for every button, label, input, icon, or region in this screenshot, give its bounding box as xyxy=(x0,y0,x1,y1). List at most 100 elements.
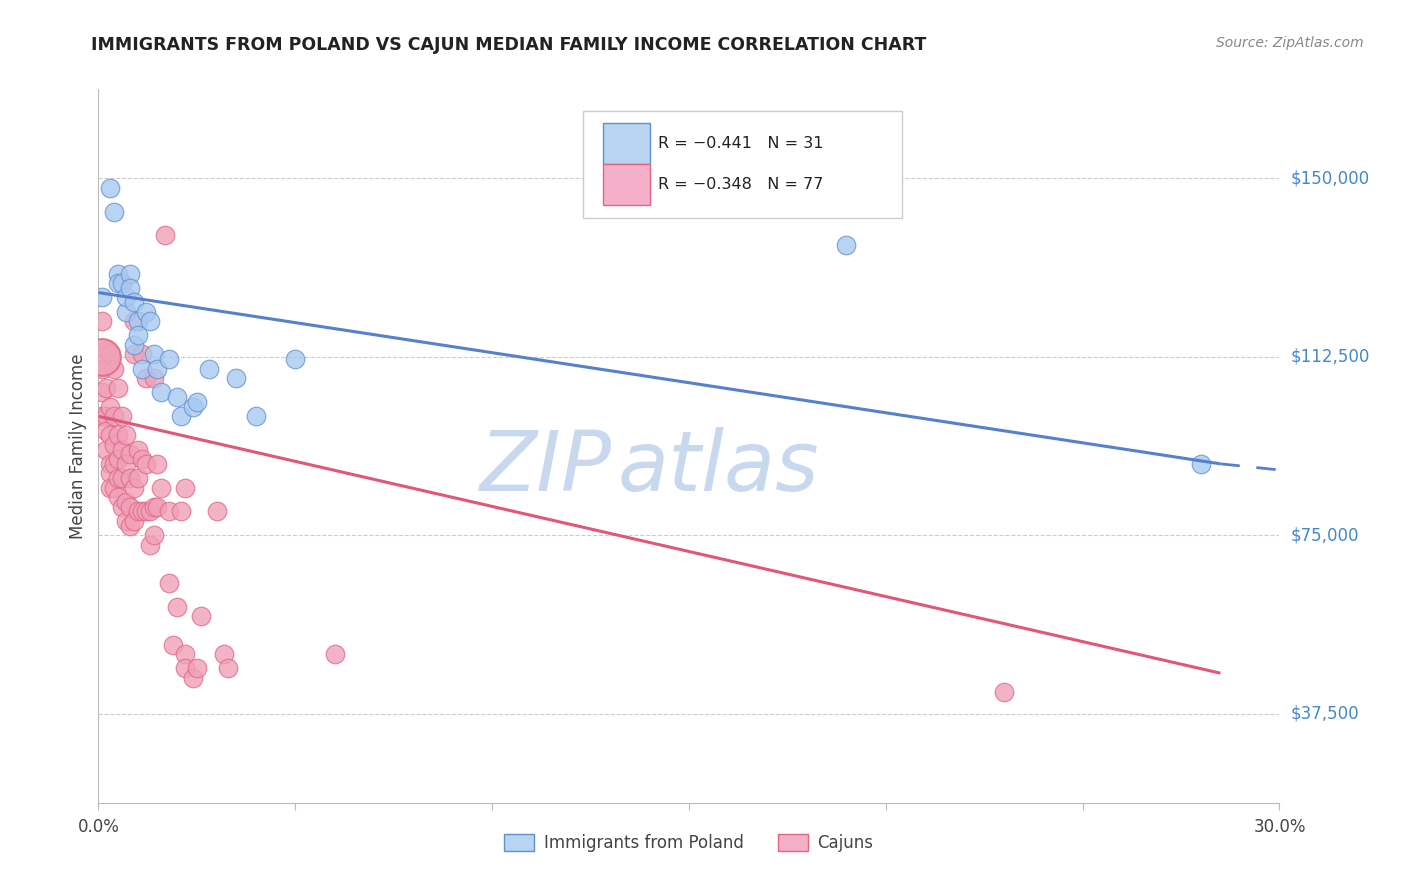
Point xyxy=(162,638,184,652)
Point xyxy=(122,295,145,310)
Point xyxy=(96,409,118,424)
Point xyxy=(127,504,149,518)
Point xyxy=(98,467,121,481)
Point xyxy=(118,471,141,485)
Point xyxy=(103,204,125,219)
Point xyxy=(115,428,138,442)
Point xyxy=(91,361,114,376)
Point xyxy=(107,452,129,467)
Point xyxy=(111,276,134,290)
Point xyxy=(107,471,129,485)
Point xyxy=(98,181,121,195)
Point xyxy=(103,409,125,424)
Point xyxy=(157,504,180,518)
FancyBboxPatch shape xyxy=(603,123,650,164)
Point xyxy=(98,428,121,442)
Point xyxy=(107,276,129,290)
Point xyxy=(118,281,141,295)
Point xyxy=(122,338,145,352)
Point xyxy=(166,390,188,404)
Point xyxy=(115,290,138,304)
Point xyxy=(127,442,149,457)
Point xyxy=(138,538,160,552)
Point xyxy=(115,514,138,528)
Point xyxy=(170,409,193,424)
Point xyxy=(96,381,118,395)
Point xyxy=(127,328,149,343)
Point xyxy=(91,409,114,424)
Text: $112,500: $112,500 xyxy=(1291,348,1369,366)
Point xyxy=(96,442,118,457)
Point xyxy=(166,599,188,614)
Point xyxy=(118,518,141,533)
Point xyxy=(91,385,114,400)
Point xyxy=(835,238,858,252)
Text: $75,000: $75,000 xyxy=(1291,526,1360,544)
Point xyxy=(174,661,197,675)
Point xyxy=(107,267,129,281)
Text: IMMIGRANTS FROM POLAND VS CAJUN MEDIAN FAMILY INCOME CORRELATION CHART: IMMIGRANTS FROM POLAND VS CAJUN MEDIAN F… xyxy=(91,36,927,54)
Point xyxy=(190,609,212,624)
Point xyxy=(138,314,160,328)
Point xyxy=(197,361,219,376)
Point xyxy=(186,395,208,409)
Text: atlas: atlas xyxy=(619,427,820,508)
Point xyxy=(122,347,145,361)
Point xyxy=(107,428,129,442)
Point xyxy=(214,647,236,661)
Point xyxy=(103,481,125,495)
FancyBboxPatch shape xyxy=(582,111,901,218)
Point xyxy=(225,371,247,385)
Point xyxy=(115,457,138,471)
Point xyxy=(284,352,307,367)
Point xyxy=(127,471,149,485)
Point xyxy=(98,481,121,495)
Point xyxy=(217,661,239,675)
Point xyxy=(150,385,173,400)
Point xyxy=(122,481,145,495)
Point xyxy=(91,350,114,364)
Point xyxy=(131,504,153,518)
Y-axis label: Median Family Income: Median Family Income xyxy=(69,353,87,539)
Point xyxy=(131,452,153,467)
Point xyxy=(107,381,129,395)
Point xyxy=(111,471,134,485)
Point xyxy=(157,575,180,590)
Point xyxy=(98,457,121,471)
Point xyxy=(146,361,169,376)
Point xyxy=(131,361,153,376)
Point xyxy=(323,647,346,661)
Point xyxy=(174,647,197,661)
Point xyxy=(118,267,141,281)
Point xyxy=(103,438,125,452)
Point xyxy=(91,314,114,328)
Text: $37,500: $37,500 xyxy=(1291,705,1360,723)
Point xyxy=(142,347,165,361)
Point xyxy=(186,661,208,675)
Point xyxy=(98,347,121,361)
Point xyxy=(135,457,157,471)
Point xyxy=(142,500,165,514)
Point xyxy=(155,228,177,243)
Point xyxy=(135,304,157,318)
Point xyxy=(96,424,118,438)
Point xyxy=(111,409,134,424)
Text: ZIP: ZIP xyxy=(481,427,612,508)
Point xyxy=(122,314,145,328)
Text: $150,000: $150,000 xyxy=(1291,169,1369,187)
Point xyxy=(118,447,141,461)
Point xyxy=(111,500,134,514)
Point xyxy=(146,500,169,514)
Point xyxy=(135,371,157,385)
Point xyxy=(1189,457,1212,471)
Point xyxy=(146,457,169,471)
Point xyxy=(174,481,197,495)
FancyBboxPatch shape xyxy=(603,164,650,205)
Point xyxy=(138,504,160,518)
Point xyxy=(135,504,157,518)
Point xyxy=(181,671,204,685)
Point xyxy=(993,685,1015,699)
Point xyxy=(122,514,145,528)
Point xyxy=(107,490,129,504)
Text: Source: ZipAtlas.com: Source: ZipAtlas.com xyxy=(1216,36,1364,50)
